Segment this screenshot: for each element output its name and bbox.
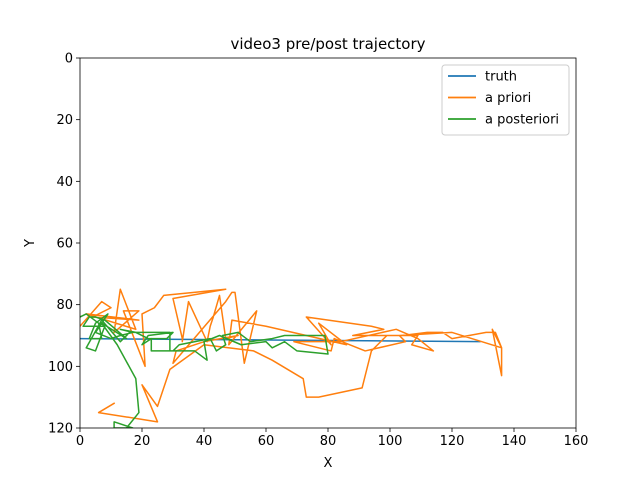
x-axis-label: X [324,456,333,471]
y-tick-label: 100 [48,360,73,375]
chart-title: video3 pre/post trajectory [230,35,425,53]
x-tick-label: 140 [502,434,527,449]
series-line-a-posteriori [80,313,329,428]
x-tick-label: 120 [440,434,465,449]
x-tick-label: 80 [320,434,337,449]
axes: 0 20 40 60 80 100 120 140 160 0 20 40 60 80 100 120 [48,52,588,450]
x-tick-label: 20 [134,434,151,449]
y-tick-label: 0 [65,52,73,67]
x-tick-label: 60 [258,434,275,449]
x-tick-label: 40 [196,434,213,449]
legend: truth a priori a posteriori [441,64,570,136]
y-tick-label: 20 [56,113,73,128]
series-line-a-priori [80,288,503,423]
y-tick-label: 60 [56,237,73,252]
y-axis-label: Y [23,239,38,248]
x-tick-label: 0 [76,434,84,449]
y-tick-label: 40 [56,175,73,190]
legend-label: a priori [485,91,531,106]
legend-box [441,64,570,136]
legend-label: a posteriori [485,113,559,128]
plot-area [80,288,503,428]
x-tick-label: 100 [378,434,403,449]
legend-label: truth [485,70,517,85]
y-tick-label: 120 [48,422,73,437]
x-tick-label: 160 [564,434,589,449]
y-tick-label: 80 [56,298,73,313]
